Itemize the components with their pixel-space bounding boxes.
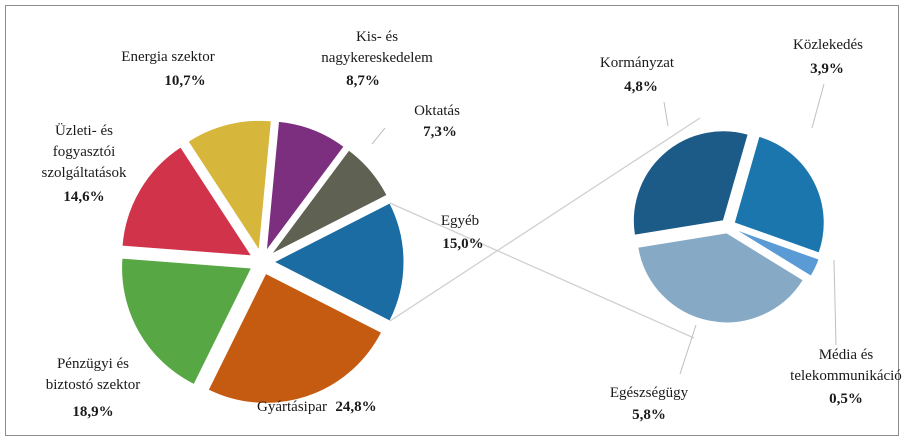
pie-slice (272, 202, 405, 322)
leader-line (679, 324, 697, 375)
category-label: Kormányzat (599, 55, 675, 71)
value-label: 4,8% (624, 79, 658, 95)
category-label: Gyártásipar (257, 399, 327, 415)
category-label: Egészségügy (609, 385, 689, 401)
pie-slice (187, 119, 272, 252)
value-label: 0,5% (829, 391, 863, 407)
value-label: 14,6% (63, 189, 105, 205)
connector-line (389, 202, 695, 339)
value-label: 7,3% (423, 124, 457, 140)
category-label: Pénzügyi és biztostó szektor (45, 356, 141, 393)
category-label: Üzleti- és fogyasztói szolgáltatások (41, 123, 127, 181)
category-label: Média és telekommunikáció (790, 347, 902, 384)
pie-slice (121, 146, 253, 257)
value-label: 8,7% (346, 73, 380, 89)
pie-slice (207, 272, 383, 404)
category-label: Kis- és nagykereskedelem (321, 29, 433, 66)
leader-line (663, 101, 669, 127)
pie-slice (270, 149, 388, 255)
pie-slice (637, 232, 804, 324)
pie-slice (733, 135, 825, 254)
value-label: 3,9% (810, 61, 844, 77)
category-label: Energia szektor (121, 49, 215, 65)
pie-slice (734, 228, 820, 277)
leader-line (371, 127, 386, 145)
category-label: Közlekedés (793, 37, 863, 53)
value-label: 18,9% (72, 404, 114, 420)
category-label: Oktatás (414, 103, 460, 119)
category-label: Egyéb (440, 213, 480, 229)
value-label: 5,8% (632, 407, 666, 423)
connector-line (389, 117, 701, 322)
leader-line (811, 83, 825, 129)
leader-line (833, 259, 837, 346)
pie-slice (632, 130, 749, 236)
value-label: 24,8% (335, 399, 377, 415)
pie-slice (121, 257, 253, 386)
value-label: 10,7% (164, 73, 206, 89)
chart-border (5, 5, 899, 436)
pie-slice (265, 120, 345, 253)
value-label: 15,0% (442, 236, 484, 252)
